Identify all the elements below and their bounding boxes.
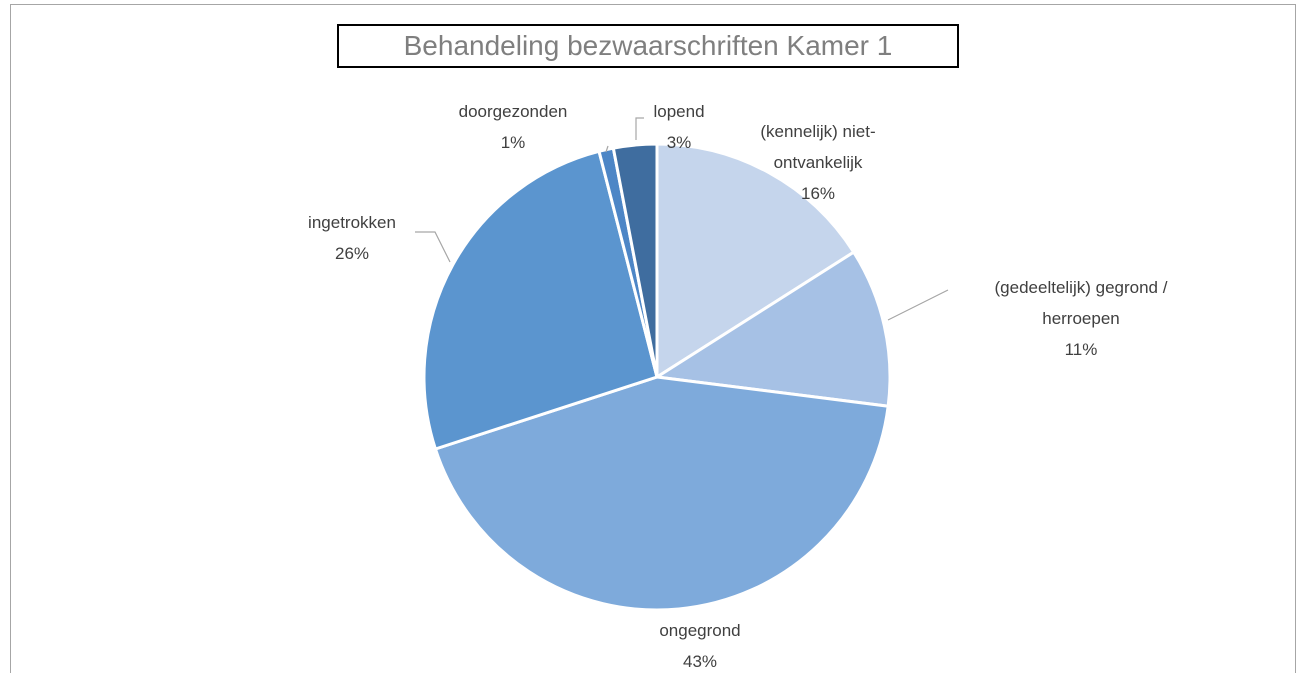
value-label: 11%: [1064, 340, 1098, 359]
category-label: doorgezonden: [458, 102, 568, 121]
pie-slice: [433, 375, 890, 612]
data-label: (gedeeltelijk) gegrond / herroepen 11%: [971, 272, 1191, 365]
value-label: 43%: [682, 652, 718, 671]
data-label: (kennelijk) niet-ontvankelijk 16%: [728, 116, 908, 209]
leader-line: [635, 117, 644, 140]
leader-line: [887, 289, 949, 321]
data-label: ingetrokken 26%: [287, 207, 417, 269]
pie-slice: [652, 250, 892, 408]
chart-title: Behandeling bezwaarschriften Kamer 1: [337, 24, 959, 68]
value-label: 26%: [334, 244, 370, 263]
category-label: (kennelijk) niet-ontvankelijk: [760, 122, 876, 172]
pie-slice: [611, 142, 659, 378]
chart-frame: [10, 4, 1296, 673]
category-label: (gedeeltelijk) gegrond / herroepen: [994, 278, 1168, 328]
category-label: ongegrond: [659, 621, 741, 640]
value-label: 16%: [800, 184, 836, 203]
leader-line: [415, 231, 451, 263]
data-label: ongegrond 43%: [640, 615, 760, 673]
category-label: lopend: [653, 102, 705, 121]
pie-slice: [655, 142, 856, 380]
data-label: lopend 3%: [644, 96, 714, 158]
leader-line: [605, 145, 609, 153]
value-label: 1%: [500, 133, 526, 152]
data-label: doorgezonden 1%: [458, 96, 568, 158]
value-label: 3%: [666, 133, 692, 152]
pie-slice: [422, 149, 659, 451]
category-label: ingetrokken: [308, 213, 396, 232]
